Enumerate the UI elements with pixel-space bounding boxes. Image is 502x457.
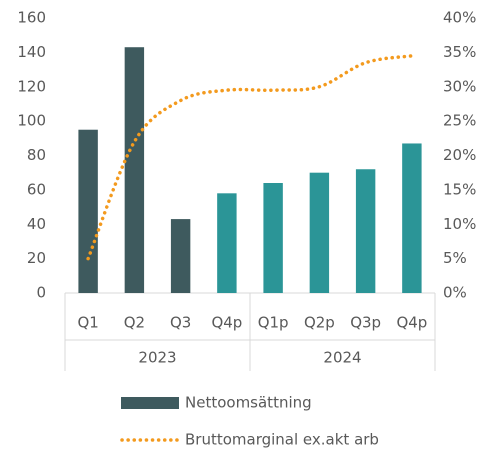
bar (124, 47, 145, 293)
group-label: 2024 (323, 349, 361, 367)
x-tick-label: Q3p (350, 314, 381, 332)
y-tick-label: 80 (27, 146, 46, 164)
y-tick-label: 100 (17, 112, 46, 130)
y2-tick-label: 35% (443, 43, 476, 61)
y-tick-label: 60 (27, 180, 46, 198)
x-tick-label: Q3 (170, 314, 191, 332)
y2-tick-label: 20% (443, 146, 476, 164)
y-tick-label: 120 (17, 77, 46, 95)
group-label: 2023 (138, 349, 176, 367)
y-tick-label: 160 (17, 9, 46, 27)
y-tick-label: 40 (27, 215, 46, 233)
y2-tick-label: 15% (443, 180, 476, 198)
x-tick-label: Q4p (396, 314, 427, 332)
y-tick-label: 140 (17, 43, 46, 61)
bar (217, 193, 237, 293)
x-tick-label: Q2p (304, 314, 335, 332)
y2-tick-label: 25% (443, 112, 476, 130)
bar (355, 169, 376, 293)
bar (402, 143, 422, 293)
y2-tick-label: 30% (443, 77, 476, 95)
y-tick-label: 20 (27, 249, 46, 267)
y2-tick-label: 10% (443, 215, 476, 233)
x-tick-label: Q2 (124, 314, 145, 332)
y2-tick-label: 5% (443, 249, 467, 267)
y2-tick-label: 40% (443, 9, 476, 27)
y2-tick-label: 0% (443, 284, 467, 302)
x-tick-label: Q1p (258, 314, 289, 332)
legend-label: Bruttomarginal ex.akt arb (185, 431, 379, 449)
legend-swatch (121, 397, 179, 409)
x-tick-label: Q1 (77, 314, 98, 332)
bar (309, 172, 330, 293)
line (86, 54, 414, 261)
bar (78, 129, 98, 293)
bar (263, 183, 283, 293)
x-tick-label: Q4p (211, 314, 242, 332)
y-tick-label: 0 (36, 284, 46, 302)
bar (170, 219, 191, 293)
legend-label: Nettoomsättning (185, 394, 312, 412)
